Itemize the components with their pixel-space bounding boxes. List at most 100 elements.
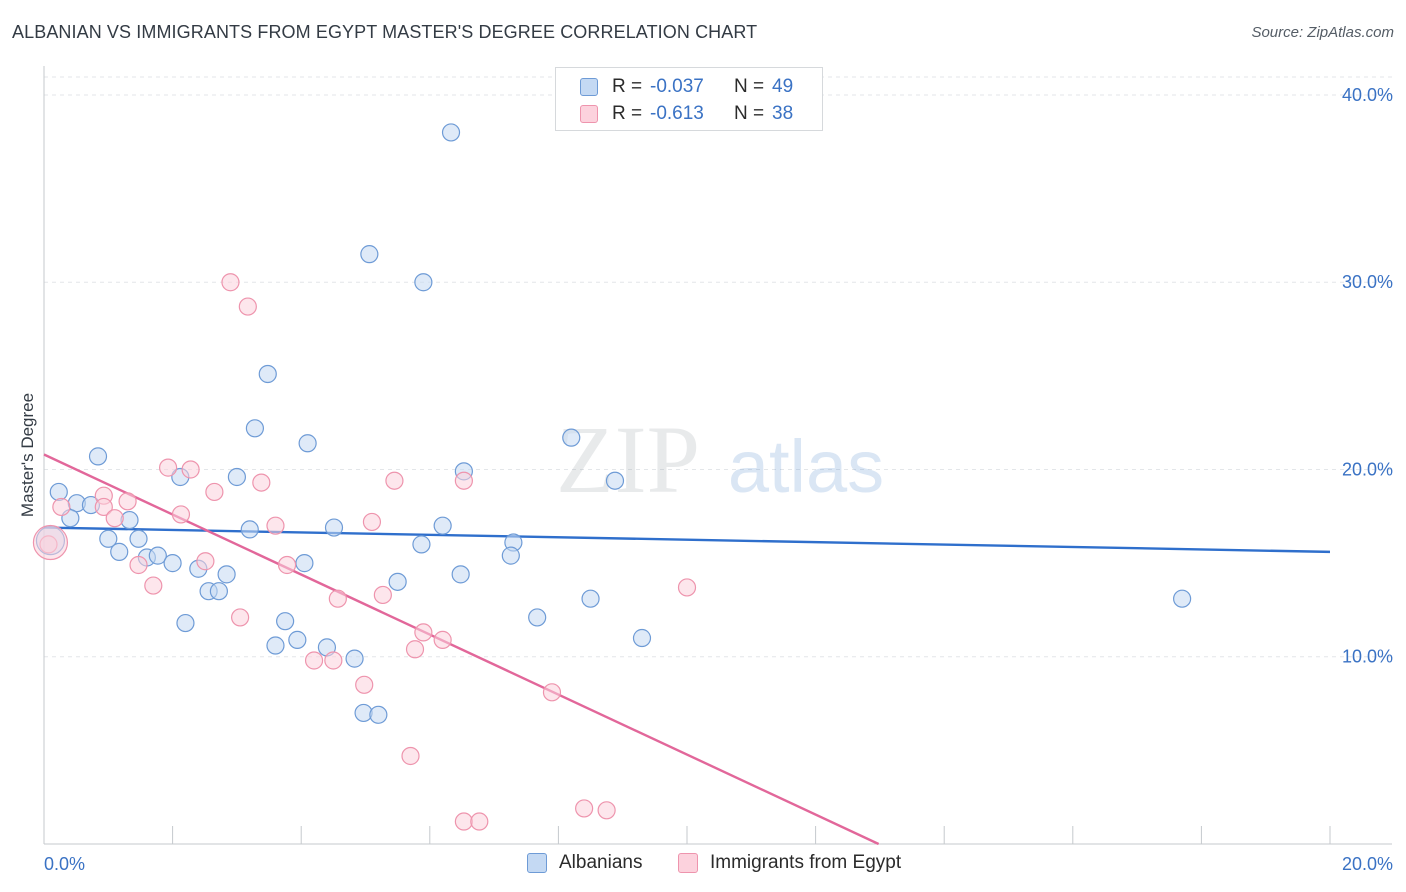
point-albanians (388, 572, 407, 591)
point-albanians (562, 428, 581, 447)
point-albanians (110, 542, 129, 561)
point-egypt (355, 675, 374, 694)
point-albanians (217, 565, 236, 584)
legend-label-albanians: Albanians (559, 852, 643, 873)
legend-n-value: 49 (772, 76, 794, 97)
point-egypt (401, 746, 420, 766)
legend-n-label: N = (734, 76, 765, 97)
x-tick-label: 20.0% (1342, 854, 1393, 874)
point-albanians (295, 554, 314, 573)
point-egypt (252, 473, 271, 492)
legend-label-egypt: Immigrants from Egypt (710, 852, 902, 873)
point-albanians (276, 612, 295, 631)
y-tick-label: 20.0% (1342, 459, 1393, 479)
point-albanians (441, 123, 461, 142)
point-egypt (385, 471, 404, 490)
point-albanians (501, 546, 520, 565)
point-egypt (231, 608, 250, 627)
point-albanians (129, 529, 148, 548)
point-albanians (414, 273, 433, 292)
point-albanians (345, 649, 364, 668)
point-albanians (49, 482, 68, 502)
legend-swatch-albanians (527, 853, 547, 873)
data-points (32, 123, 1192, 831)
axes (43, 66, 1392, 845)
point-egypt (433, 630, 452, 649)
legend-n-value: 38 (772, 103, 794, 124)
point-egypt (362, 512, 382, 532)
point-albanians (298, 434, 317, 453)
watermark: ZIP atlas (556, 406, 884, 513)
point-egypt (470, 812, 489, 831)
chart-title: ALBANIAN VS IMMIGRANTS FROM EGYPT MASTER… (12, 22, 758, 42)
point-egypt (158, 458, 178, 477)
point-albanians (412, 535, 431, 554)
point-egypt (105, 509, 124, 528)
point-egypt (221, 273, 240, 292)
trendline-egypt (43, 453, 880, 846)
source-credit: Source: ZipAtlas.com (1251, 24, 1394, 41)
point-albanians (148, 546, 167, 565)
point-albanians (324, 518, 344, 537)
point-egypt (171, 505, 191, 524)
point-egypt (575, 799, 594, 818)
legend-r-label: R = (612, 103, 643, 124)
point-albanians (176, 613, 195, 633)
point-egypt (266, 516, 285, 535)
legend-swatch-blue (580, 78, 598, 96)
gridlines (44, 76, 1392, 658)
point-egypt (277, 555, 297, 575)
point-albanians (240, 520, 259, 539)
point-egypt (144, 576, 163, 595)
point-egypt (129, 555, 148, 575)
watermark-zip: ZIP (556, 406, 700, 513)
point-egypt (454, 812, 473, 831)
y-tick-label: 30.0% (1342, 272, 1393, 292)
point-albanians (1173, 589, 1192, 608)
point-albanians (288, 630, 307, 649)
point-albanians (245, 419, 265, 438)
point-egypt (373, 585, 392, 605)
point-egypt (205, 482, 224, 502)
point-egypt (405, 640, 425, 659)
legend-r-value: -0.037 (650, 76, 704, 97)
point-albanians (227, 467, 246, 487)
point-egypt (94, 497, 113, 517)
point-egypt (328, 589, 347, 608)
point-egypt (414, 623, 433, 642)
y-tick-label: 10.0% (1342, 647, 1393, 667)
point-albanians (528, 608, 547, 627)
point-albanians (209, 582, 228, 601)
point-egypt (32, 524, 69, 561)
point-egypt (597, 801, 616, 820)
legend-swatch-pink (580, 105, 598, 123)
stats-legend: R = -0.037 N = 49 R = -0.613 N = 38 (555, 67, 823, 131)
point-albanians (632, 628, 652, 648)
point-albanians (88, 447, 108, 466)
tick-labels: 10.0% 20.0% 30.0% 40.0% 0.0% 20.0% (44, 85, 1393, 874)
legend-r-value: -0.613 (650, 103, 704, 124)
point-egypt (454, 471, 473, 490)
point-albanians (581, 589, 600, 608)
point-egypt (238, 297, 257, 316)
point-albanians (451, 565, 470, 584)
point-albanians (605, 471, 625, 490)
point-albanians (433, 516, 452, 535)
point-egypt (304, 651, 324, 670)
point-egypt (677, 578, 697, 597)
point-egypt (196, 552, 215, 571)
point-egypt (52, 497, 71, 517)
point-egypt (181, 460, 200, 479)
legend-r-label: R = (612, 76, 643, 97)
point-albanians (99, 529, 118, 548)
point-egypt (118, 492, 137, 511)
point-albanians (163, 554, 182, 573)
trendline-albanians (43, 526, 1331, 554)
point-albanians (369, 705, 388, 724)
legend-swatch-egypt (678, 853, 698, 873)
point-albanians (360, 245, 379, 264)
point-egypt (324, 651, 343, 670)
point-albanians (266, 636, 285, 655)
legend-n-label: N = (734, 103, 765, 124)
